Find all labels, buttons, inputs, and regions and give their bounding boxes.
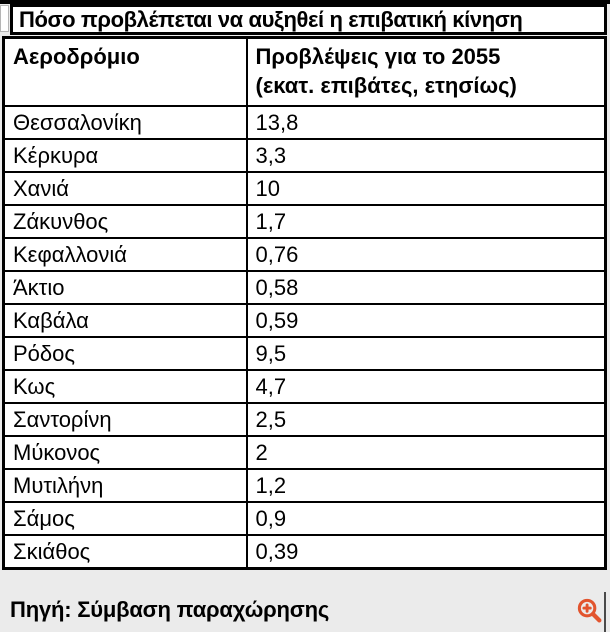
header-forecast-line1: Προβλέψεις για το 2055 — [255, 44, 501, 69]
source-note: Πηγή: Σύμβαση παραχώρησης — [10, 597, 330, 622]
header-forecast-line2: (εκατ. επιβάτες, ετησίως) — [255, 73, 517, 98]
table-row: Θεσσαλονίκη 13,8 — [2, 105, 607, 140]
table-body: Θεσσαλονίκη 13,8 Κέρκυρα 3,3 Χανιά 10 Ζάκυνθος… — [2, 105, 607, 570]
airport-cell: Άκτιο — [2, 270, 248, 305]
forecast-cell: 9,5 — [245, 336, 607, 371]
forecast-cell: 0,39 — [245, 534, 607, 570]
forecast-cell: 2,5 — [245, 402, 607, 437]
table-row: Σαντορίνη 2,5 — [2, 402, 607, 437]
forecast-cell: 4,7 — [245, 369, 607, 404]
airport-cell: Σάμος — [2, 501, 248, 536]
table-row: Κως 4,7 — [2, 369, 607, 404]
top-black-strip — [0, 0, 610, 4]
airport-cell: Ρόδος — [2, 336, 248, 371]
right-border-line — [604, 592, 606, 632]
zoom-in-icon[interactable] — [576, 597, 603, 624]
airport-cell: Σαντορίνη — [2, 402, 248, 437]
airport-cell: Κως — [2, 369, 248, 404]
table-row: Μυτιλήνη 1,2 — [2, 468, 607, 503]
airport-cell: Καβάλα — [2, 303, 248, 338]
table-row: Ζάκυνθος 1,7 — [2, 204, 607, 239]
forecast-cell: 2 — [245, 435, 607, 470]
table-row: Κέρκυρα 3,3 — [2, 138, 607, 173]
airport-cell: Χανιά — [2, 171, 248, 206]
airport-cell: Θεσσαλονίκη — [2, 105, 248, 140]
airport-cell: Κέρκυρα — [2, 138, 248, 173]
forecast-cell: 0,58 — [245, 270, 607, 305]
forecast-cell: 0,76 — [245, 237, 607, 272]
airport-cell: Μυτιλήνη — [2, 468, 248, 503]
airport-cell: Κεφαλλονιά — [2, 237, 248, 272]
forecast-table: Αεροδρόμιο Προβλέψεις για το 2055 (εκατ.… — [2, 36, 607, 570]
header-airport: Αεροδρόμιο — [2, 36, 248, 107]
forecast-cell: 1,7 — [245, 204, 607, 239]
table-row: Χανιά 10 — [2, 171, 607, 206]
title-bar: Πόσο προβλέπεται να αυξηθεί η επιβατική … — [10, 4, 607, 35]
header-forecast: Προβλέψεις για το 2055 (εκατ. επιβάτες, … — [245, 36, 607, 107]
forecast-cell: 13,8 — [245, 105, 607, 140]
forecast-cell: 1,2 — [245, 468, 607, 503]
table-row: Ρόδος 9,5 — [2, 336, 607, 371]
page-title: Πόσο προβλέπεται να αυξηθεί η επιβατική … — [19, 7, 523, 32]
airport-cell: Ζάκυνθος — [2, 204, 248, 239]
forecast-cell: 0,9 — [245, 501, 607, 536]
table-row: Σάμος 0,9 — [2, 501, 607, 536]
table-row: Άκτιο 0,58 — [2, 270, 607, 305]
airport-cell: Σκιάθος — [2, 534, 248, 570]
header-row: Αεροδρόμιο Προβλέψεις για το 2055 (εκατ.… — [2, 36, 607, 107]
corner-cell-sliver — [0, 5, 9, 32]
table-row: Σκιάθος 0,39 — [2, 534, 607, 570]
forecast-cell: 10 — [245, 171, 607, 206]
forecast-cell: 3,3 — [245, 138, 607, 173]
forecast-cell: 0,59 — [245, 303, 607, 338]
table-row: Μύκονος 2 — [2, 435, 607, 470]
airport-cell: Μύκονος — [2, 435, 248, 470]
table-row: Κεφαλλονιά 0,76 — [2, 237, 607, 272]
table-row: Καβάλα 0,59 — [2, 303, 607, 338]
